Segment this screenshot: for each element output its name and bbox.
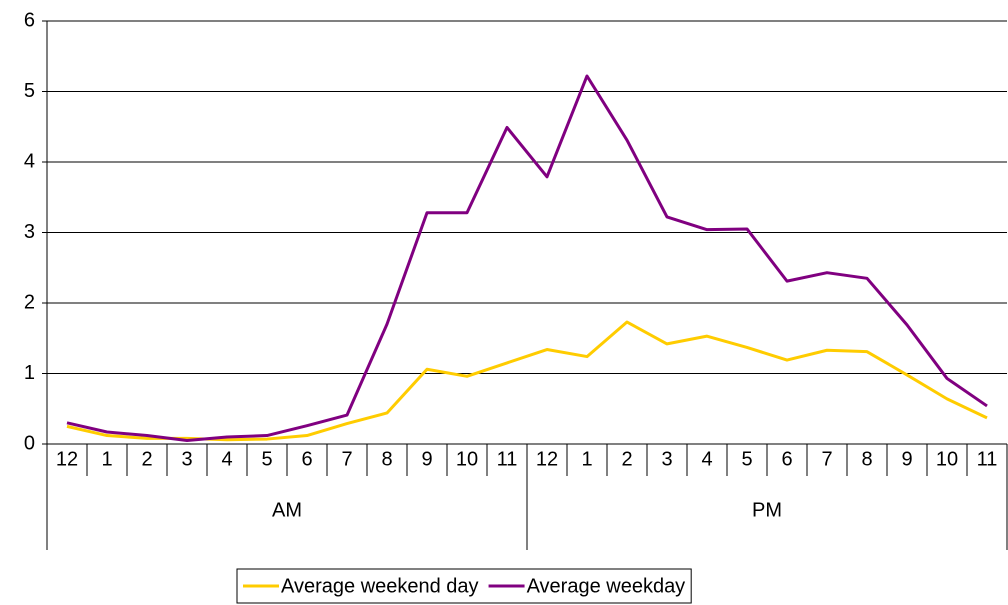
x-tick-label: 7 — [341, 448, 352, 470]
x-tick-label: 5 — [261, 448, 272, 470]
x-tick-label: 3 — [661, 448, 672, 470]
x-tick-label: 1 — [581, 448, 592, 470]
x-tick-label: 10 — [936, 448, 958, 470]
x-tick-label: 2 — [621, 448, 632, 470]
x-tick-label: 10 — [456, 448, 478, 470]
x-tick-label: 1 — [101, 448, 112, 470]
y-tick-label: 4 — [24, 150, 35, 172]
x-tick-label: 9 — [901, 448, 912, 470]
x-tick-label: 12 — [56, 448, 78, 470]
x-tick-label: 11 — [497, 448, 518, 470]
x-tick-label: 9 — [421, 448, 432, 470]
series-line — [66, 74, 988, 442]
x-tick-label: 8 — [861, 448, 872, 470]
series-line — [66, 320, 988, 442]
y-tick-label: 6 — [24, 9, 35, 31]
x-tick-label: 4 — [701, 448, 712, 470]
legend-label: Average weekday — [527, 575, 686, 597]
y-tick-label: 2 — [24, 291, 35, 313]
y-tick-label: 0 — [24, 432, 35, 454]
y-tick-label: 3 — [24, 221, 35, 243]
x-tick-label: 3 — [181, 448, 192, 470]
x-tick-label: 4 — [221, 448, 232, 470]
x-tick-label: 7 — [821, 448, 832, 470]
x-tick-label: 6 — [781, 448, 792, 470]
group-label: AM — [272, 499, 302, 521]
group-label: PM — [752, 499, 782, 521]
y-tick-label: 5 — [24, 80, 35, 102]
x-tick-label: 6 — [301, 448, 312, 470]
x-tick-label: 12 — [536, 448, 558, 470]
x-tick-label: 2 — [141, 448, 152, 470]
x-tick-label: 5 — [741, 448, 752, 470]
x-tick-label: 8 — [381, 448, 392, 470]
legend-label: Average weekend day — [281, 575, 479, 597]
legend — [236, 568, 692, 604]
x-tick-label: 11 — [977, 448, 998, 470]
y-tick-label: 1 — [24, 362, 35, 384]
